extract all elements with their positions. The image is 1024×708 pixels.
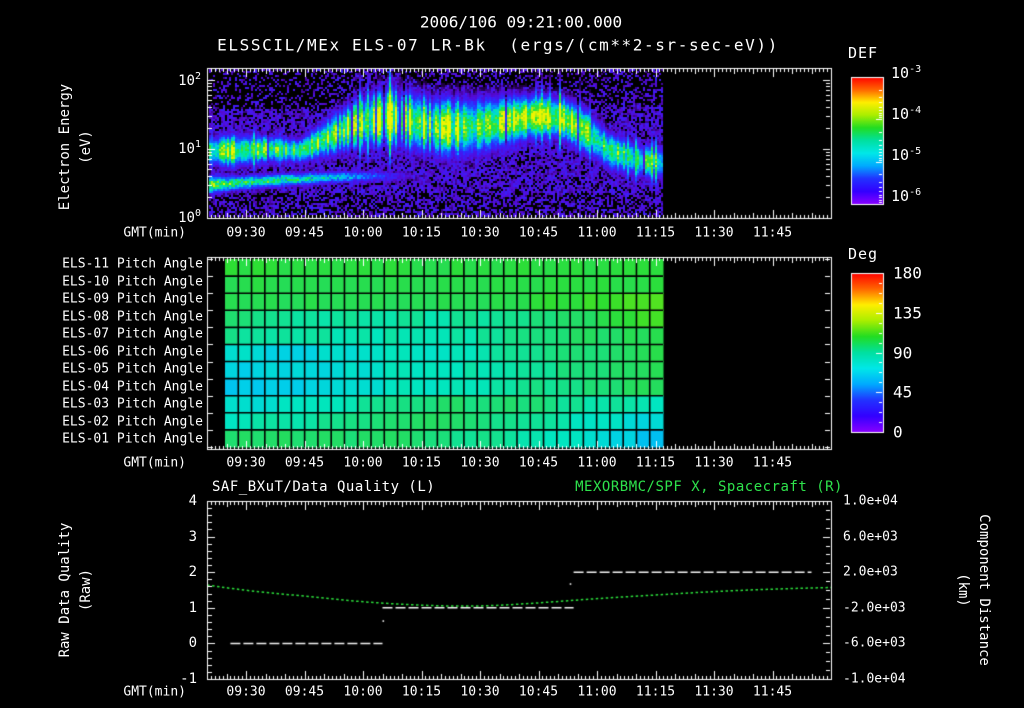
spectrogram-plot-canvas — [0, 0, 1024, 708]
